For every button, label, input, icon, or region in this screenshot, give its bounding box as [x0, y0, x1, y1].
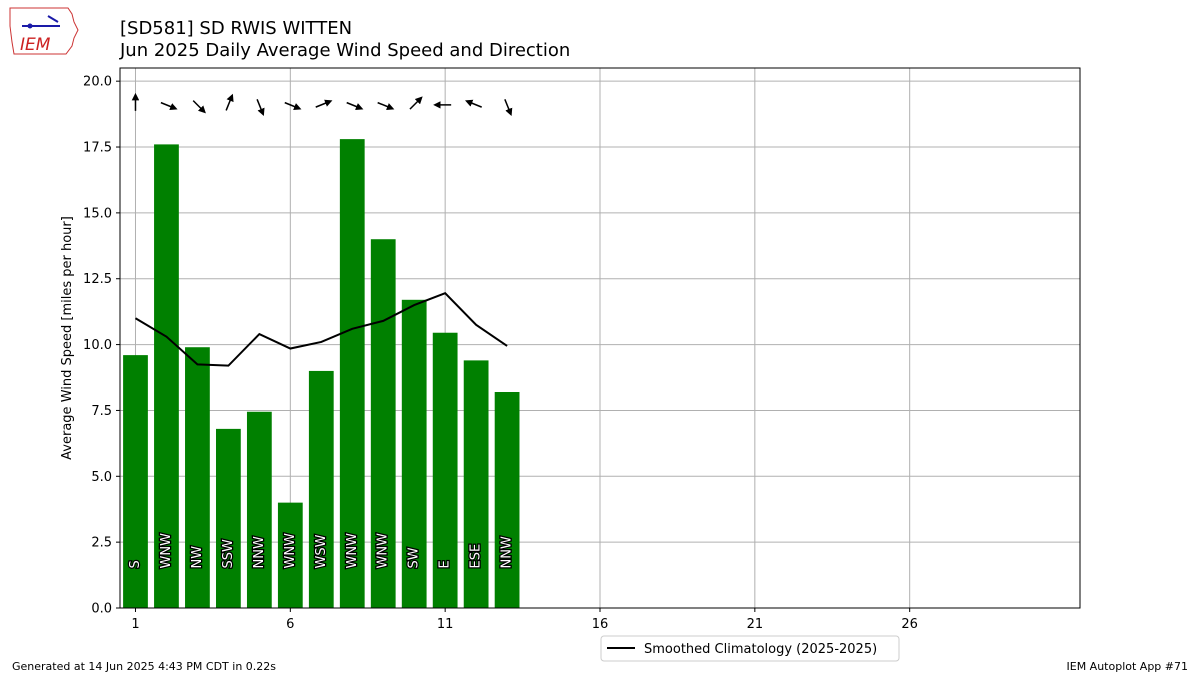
direction-label: ESE — [469, 544, 484, 569]
iem-logo: IEM — [9, 7, 79, 55]
wind-direction-arrow — [315, 99, 333, 108]
y-tick-label: 0.0 — [91, 602, 112, 617]
y-axis-label: Average Wind Speed [miles per hour] — [60, 216, 75, 460]
wind-direction-arrow — [409, 96, 423, 110]
y-tick-label: 5.0 — [91, 470, 112, 485]
legend-label: Smoothed Climatology (2025-2025) — [644, 642, 877, 657]
bar — [494, 392, 520, 608]
y-tick-label: 17.5 — [83, 141, 112, 156]
direction-label: S — [128, 560, 143, 568]
generated-note: Generated at 14 Jun 2025 4:43 PM CDT in … — [12, 660, 277, 673]
bar — [370, 239, 396, 608]
axis-ticks: 0.02.55.07.510.012.515.017.520.01 6 11 16 21… — [83, 75, 918, 632]
wind-direction-arrow — [256, 99, 265, 117]
direction-label: E — [438, 560, 453, 568]
y-tick-label: 7.5 — [91, 404, 112, 419]
direction-labels: S WNW NW SSW NNW WNW WSW WNW WNW SW E ESE NNW — [127, 532, 516, 570]
direction-label: WSW — [314, 534, 329, 568]
bar — [339, 139, 365, 608]
bar — [216, 428, 241, 608]
bar — [185, 347, 210, 608]
direction-label: WNW — [283, 533, 298, 569]
y-tick-label: 2.5 — [91, 536, 112, 551]
y-tick-label: 10.0 — [83, 338, 112, 353]
direction-label: WNW — [159, 533, 174, 569]
bar — [246, 411, 272, 608]
wind-direction-arrow — [377, 101, 395, 111]
x-tick-label: 6 — [286, 617, 294, 632]
wind-direction-arrow — [284, 101, 302, 111]
bar — [277, 502, 303, 608]
wind-direction-arrow — [192, 100, 206, 114]
bar — [463, 360, 489, 608]
bars — [123, 139, 520, 608]
bar — [308, 370, 334, 608]
bar — [123, 355, 148, 608]
wind-direction-arrow — [504, 99, 513, 117]
wind-direction-arrow — [225, 93, 234, 111]
iowa-outline-icon — [9, 7, 79, 55]
chart-subtitle: Jun 2025 Daily Average Wind Speed and Di… — [120, 40, 571, 61]
direction-label: NNW — [252, 536, 267, 568]
bar — [401, 299, 427, 608]
direction-arrows — [131, 92, 513, 117]
wind-direction-arrow — [346, 101, 364, 111]
direction-label: NW — [190, 546, 205, 569]
logo-text: IEM — [20, 35, 51, 55]
wind-direction-arrow — [160, 101, 178, 111]
app-note: IEM Autoplot App #71 — [1066, 660, 1189, 673]
x-tick-label: 26 — [901, 617, 918, 632]
bar — [432, 332, 458, 608]
direction-label: SW — [407, 547, 422, 568]
y-tick-label: 15.0 — [83, 206, 112, 221]
y-tick-label: 20.0 — [83, 75, 112, 90]
legend: Smoothed Climatology (2025-2025) — [600, 635, 900, 662]
climatology-line — [134, 292, 508, 367]
direction-label: WNW — [376, 533, 391, 569]
direction-label: WNW — [345, 533, 360, 569]
legend-box — [600, 635, 900, 662]
direction-label: NNW — [500, 536, 515, 568]
bar — [154, 144, 179, 608]
x-tick-label: 1 — [131, 617, 139, 632]
x-tick-label: 16 — [592, 617, 609, 632]
wind-direction-arrow — [465, 99, 482, 108]
y-tick-label: 12.5 — [83, 272, 112, 287]
direction-label: SSW — [221, 539, 236, 569]
x-tick-label: 11 — [437, 617, 454, 632]
chart-title: [SD581] SD RWIS WITTEN — [120, 18, 353, 39]
x-tick-label: 21 — [747, 617, 764, 632]
